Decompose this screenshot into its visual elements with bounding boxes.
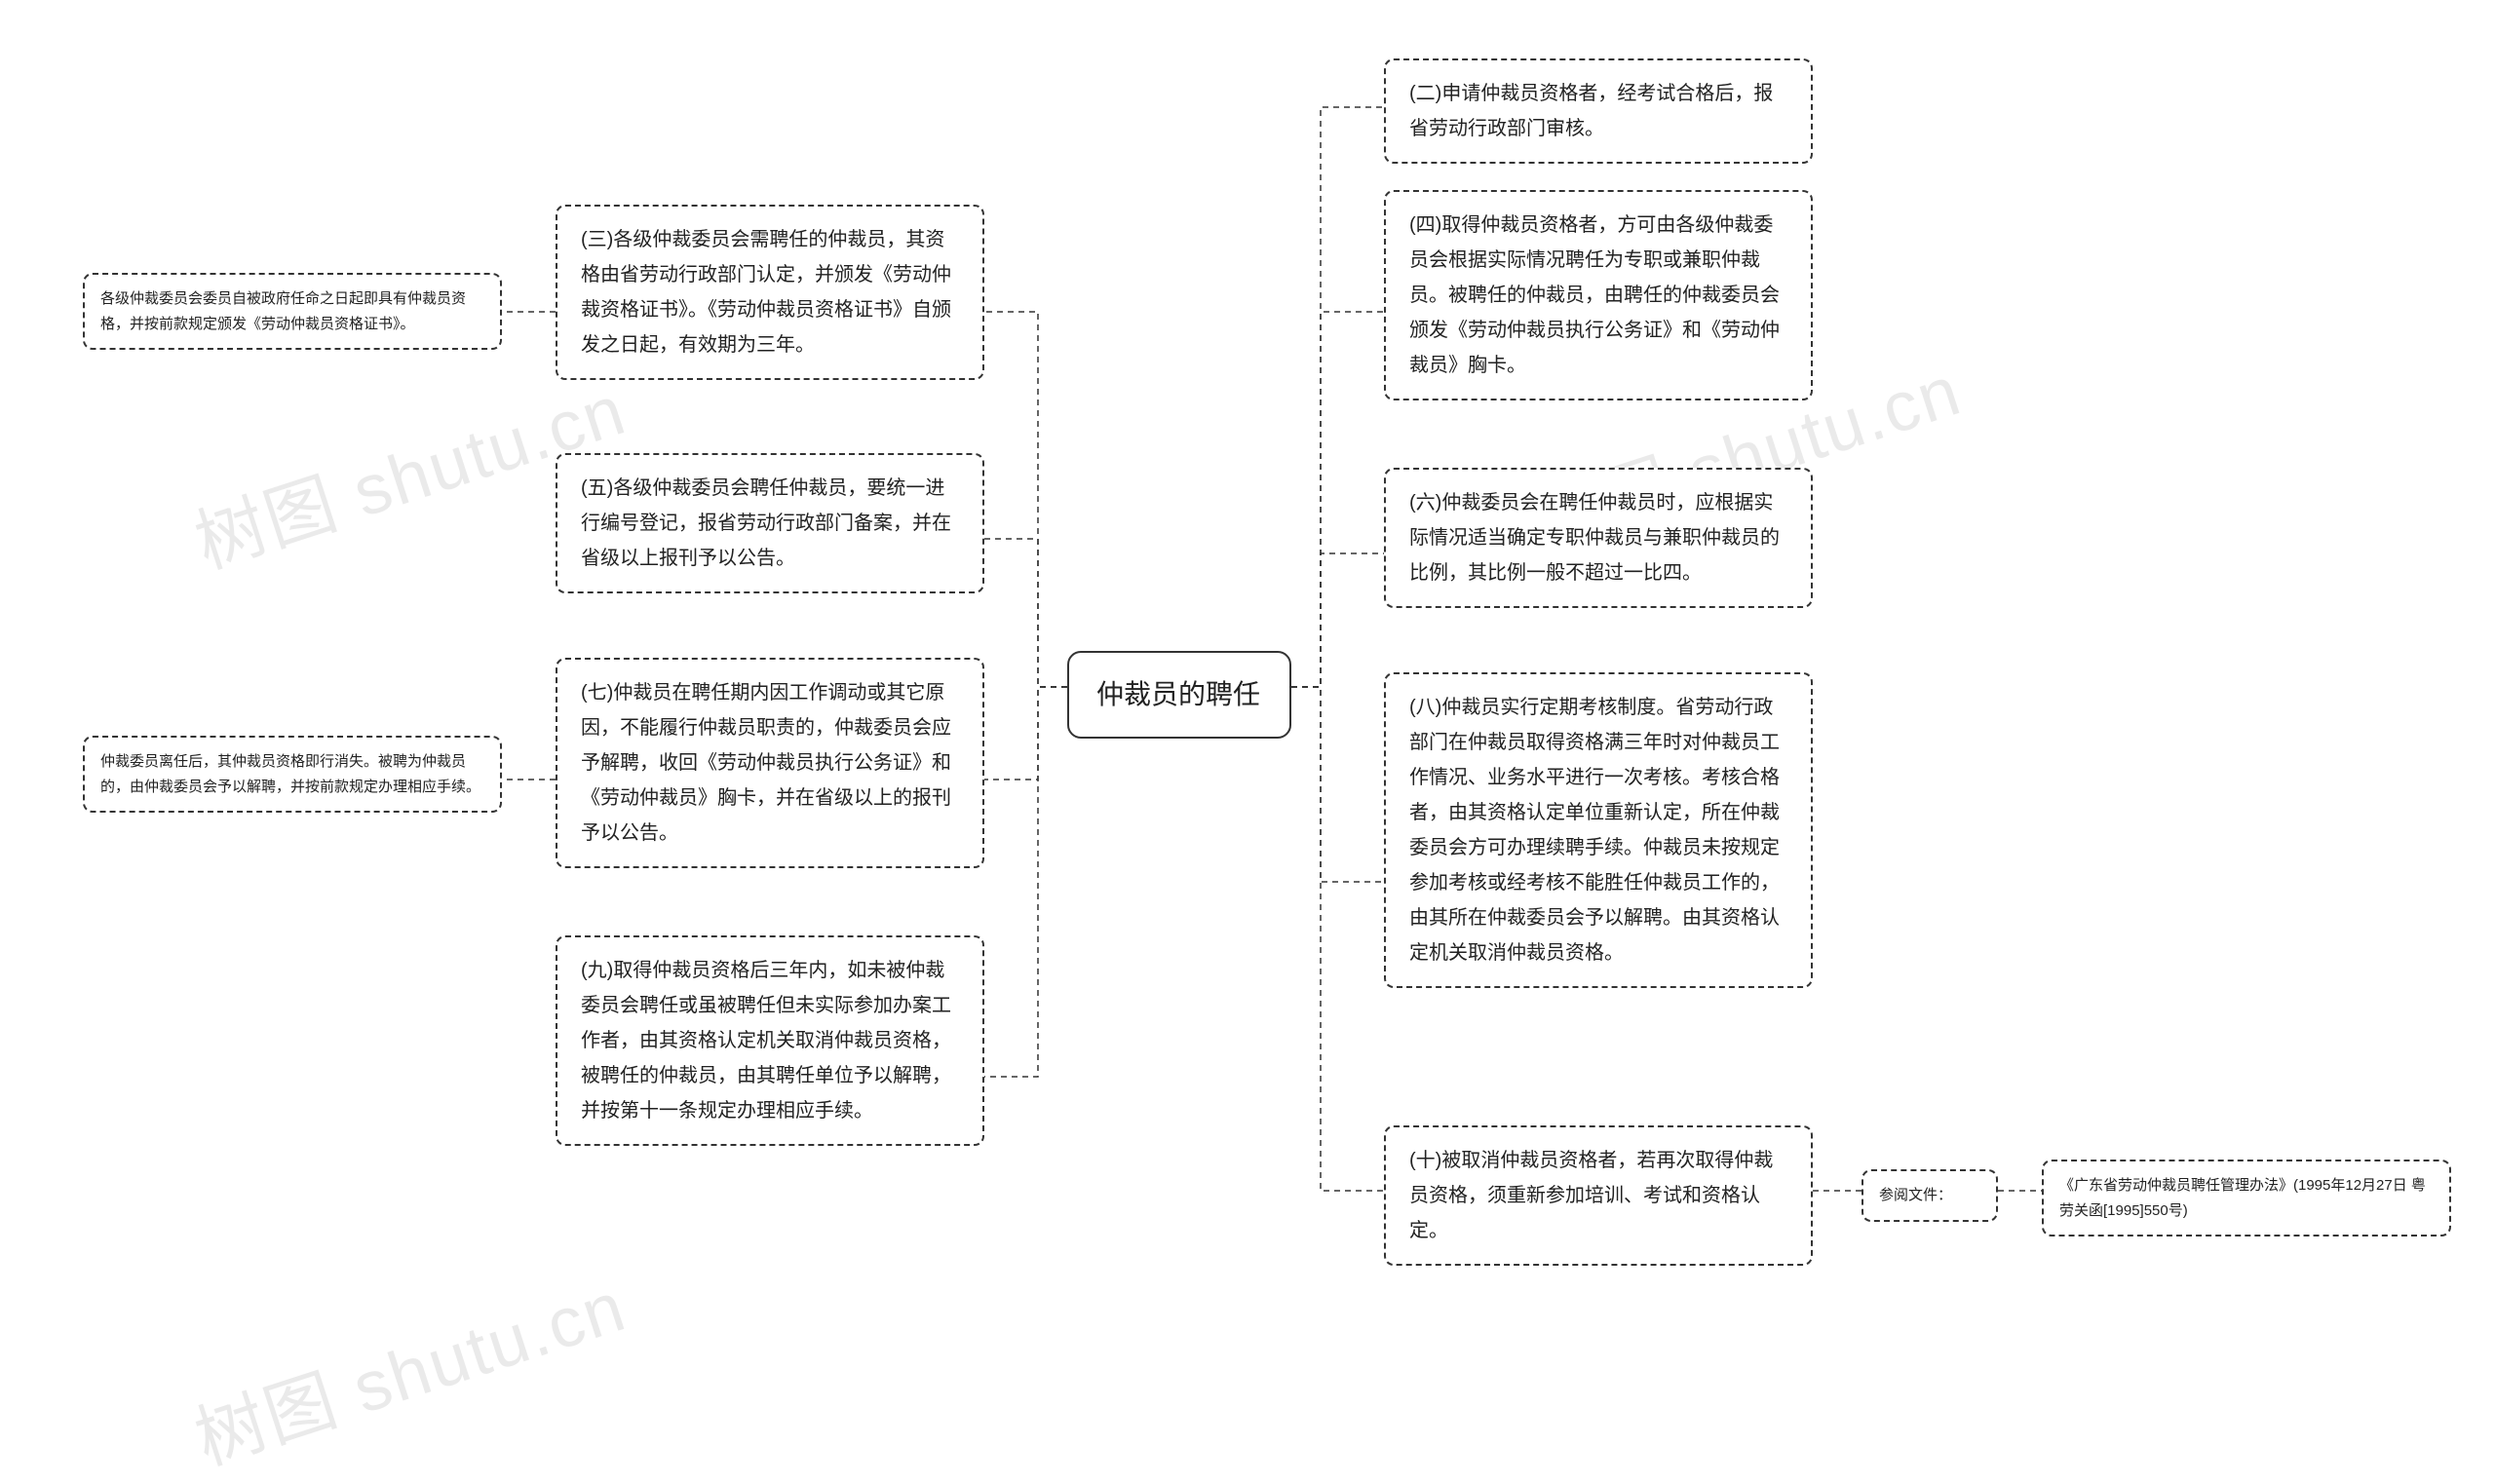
reference-label: 参阅文件： [1862, 1169, 1998, 1222]
connector [1291, 553, 1384, 687]
node-5: (五)各级仲裁委员会聘任仲裁员，要统一进行编号登记，报省劳动行政部门备案，并在省… [556, 453, 984, 593]
node-4: (四)取得仲裁员资格者，方可由各级仲裁委员会根据实际情况聘任为专职或兼职仲裁员。… [1384, 190, 1813, 400]
node-3: (三)各级仲裁委员会需聘任的仲裁员，其资格由省劳动行政部门认定，并颁发《劳动仲裁… [556, 205, 984, 380]
node-9: (九)取得仲裁员资格后三年内，如未被仲裁委员会聘任或虽被聘任但未实际参加办案工作… [556, 935, 984, 1146]
connector [1291, 687, 1384, 882]
connector [984, 539, 1067, 687]
node-6: (六)仲裁委员会在聘任仲裁员时，应根据实际情况适当确定专职仲裁员与兼职仲裁员的比… [1384, 468, 1813, 608]
reference-doc: 《广东省劳动仲裁员聘任管理办法》(1995年12月27日 粤劳关函[1995]5… [2042, 1160, 2451, 1237]
watermark: 树图 shutu.cn [180, 1249, 636, 1484]
leaf-node-2: 仲裁委员离任后，其仲裁员资格即行消失。被聘为仲裁员的，由仲裁委员会予以解聘，并按… [83, 736, 502, 813]
center-node: 仲裁员的聘任 [1067, 651, 1291, 739]
connector [1291, 312, 1384, 687]
leaf-node-1: 各级仲裁委员会委员自被政府任命之日起即具有仲裁员资格，并按前款规定颁发《劳动仲裁… [83, 273, 502, 350]
connector [984, 687, 1067, 1077]
node-7: (七)仲裁员在聘任期内因工作调动或其它原因，不能履行仲裁员职责的，仲裁委员会应予… [556, 658, 984, 868]
connector [1291, 107, 1384, 687]
connector [984, 687, 1067, 780]
connector [1291, 687, 1384, 1191]
node-8: (八)仲裁员实行定期考核制度。省劳动行政部门在仲裁员取得资格满三年时对仲裁员工作… [1384, 672, 1813, 988]
node-2: (二)申请仲裁员资格者，经考试合格后，报省劳动行政部门审核。 [1384, 58, 1813, 164]
connector [984, 312, 1067, 687]
node-10: (十)被取消仲裁员资格者，若再次取得仲裁员资格，须重新参加培训、考试和资格认定。 [1384, 1125, 1813, 1266]
